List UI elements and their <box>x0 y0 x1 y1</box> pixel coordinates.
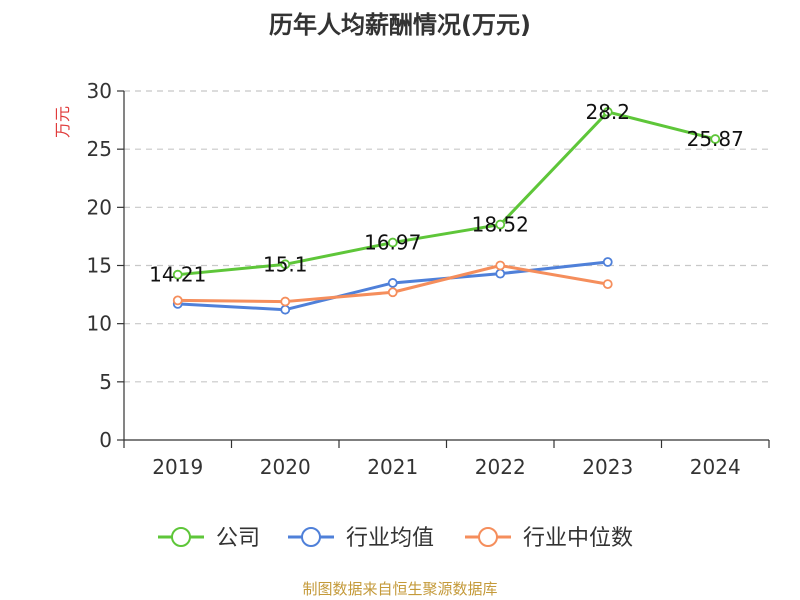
tick-labels: 0 5 10 15 20 25 30 2019 2020 2021 2022 2023 2024 <box>87 79 741 479</box>
data-label: 14.21 <box>149 263 206 287</box>
data-point <box>280 304 291 315</box>
x-tick-label: 2021 <box>367 455 418 479</box>
legend-label: 行业均值 <box>346 526 434 551</box>
legend-label: 行业中位数 <box>523 526 633 551</box>
x-tick-label: 2019 <box>152 455 203 479</box>
data-point <box>495 219 506 230</box>
data-labels: 14.21 15.1 16.97 18.52 28.2 25.87 <box>149 100 744 287</box>
source-footer: 制图数据来自恒生聚源数据库 <box>302 580 497 598</box>
legend-swatch-marker <box>171 527 191 547</box>
x-tick-label: 2024 <box>690 455 741 479</box>
y-tick-label: 30 <box>87 79 112 103</box>
axes <box>117 90 770 448</box>
legend-swatch-marker <box>478 527 498 547</box>
legend-label: 公司 <box>216 526 260 551</box>
data-point <box>280 259 291 270</box>
grid-lines <box>124 90 769 383</box>
y-tick-label: 5 <box>99 370 112 394</box>
data-label: 18.52 <box>472 213 529 237</box>
data-point <box>495 260 506 271</box>
y-tick-label: 0 <box>99 428 112 452</box>
data-label: 25.87 <box>687 127 744 151</box>
data-point <box>602 107 613 117</box>
data-point <box>172 295 183 306</box>
series-line <box>176 110 717 277</box>
y-tick-label: 10 <box>87 312 112 336</box>
legend-item: 行业中位数 <box>465 526 633 551</box>
legend: 公司 行业均值 行业中位数 <box>158 526 633 551</box>
series-lines <box>172 107 721 315</box>
data-point <box>172 269 183 280</box>
data-point <box>387 237 398 248</box>
legend-swatch-marker <box>301 527 321 547</box>
data-point <box>602 257 613 267</box>
y-tick-label: 20 <box>87 195 112 219</box>
data-label: 28.2 <box>585 100 630 124</box>
data-label: 15.1 <box>263 252 308 276</box>
data-point <box>710 134 721 144</box>
legend-item: 公司 <box>158 526 260 551</box>
x-tick-label: 2023 <box>582 455 633 479</box>
chart-title: 历年人均薪酬情况(万元) <box>269 11 531 39</box>
data-point <box>387 287 398 298</box>
data-label: 16.97 <box>364 231 421 255</box>
y-axis-label: 万元 <box>53 106 72 138</box>
y-tick-label: 15 <box>87 254 112 278</box>
data-point <box>387 278 398 288</box>
x-tick-label: 2022 <box>475 455 526 479</box>
y-tick-label: 25 <box>87 137 112 161</box>
data-point <box>280 296 291 307</box>
x-tick-label: 2020 <box>260 455 311 479</box>
legend-item: 行业均值 <box>288 526 434 551</box>
data-point <box>495 268 506 279</box>
data-point <box>602 279 613 290</box>
